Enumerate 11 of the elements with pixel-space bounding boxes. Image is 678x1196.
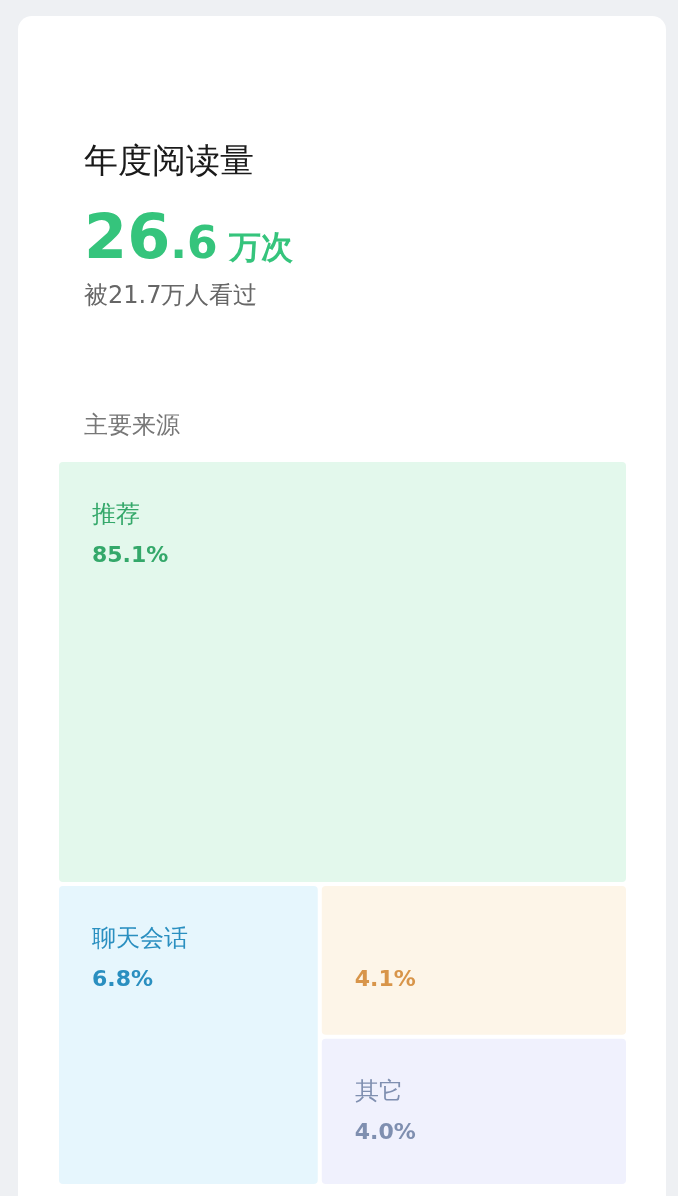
text: 被21.7万人看过	[84, 281, 258, 309]
title: 年度阅读量	[84, 140, 254, 180]
category-label: 其它	[354, 1076, 403, 1105]
text: 主要来源	[84, 411, 180, 439]
category-label: 推荐	[92, 500, 140, 528]
text: 26.6 万次	[84, 200, 293, 273]
category-label: 聊天会话	[92, 924, 188, 953]
data-label: 6.8%	[92, 966, 154, 992]
data-label: 4.0%	[354, 1118, 416, 1144]
data-label: 4.1%	[354, 966, 416, 992]
data-label: 85.1%	[92, 542, 169, 567]
